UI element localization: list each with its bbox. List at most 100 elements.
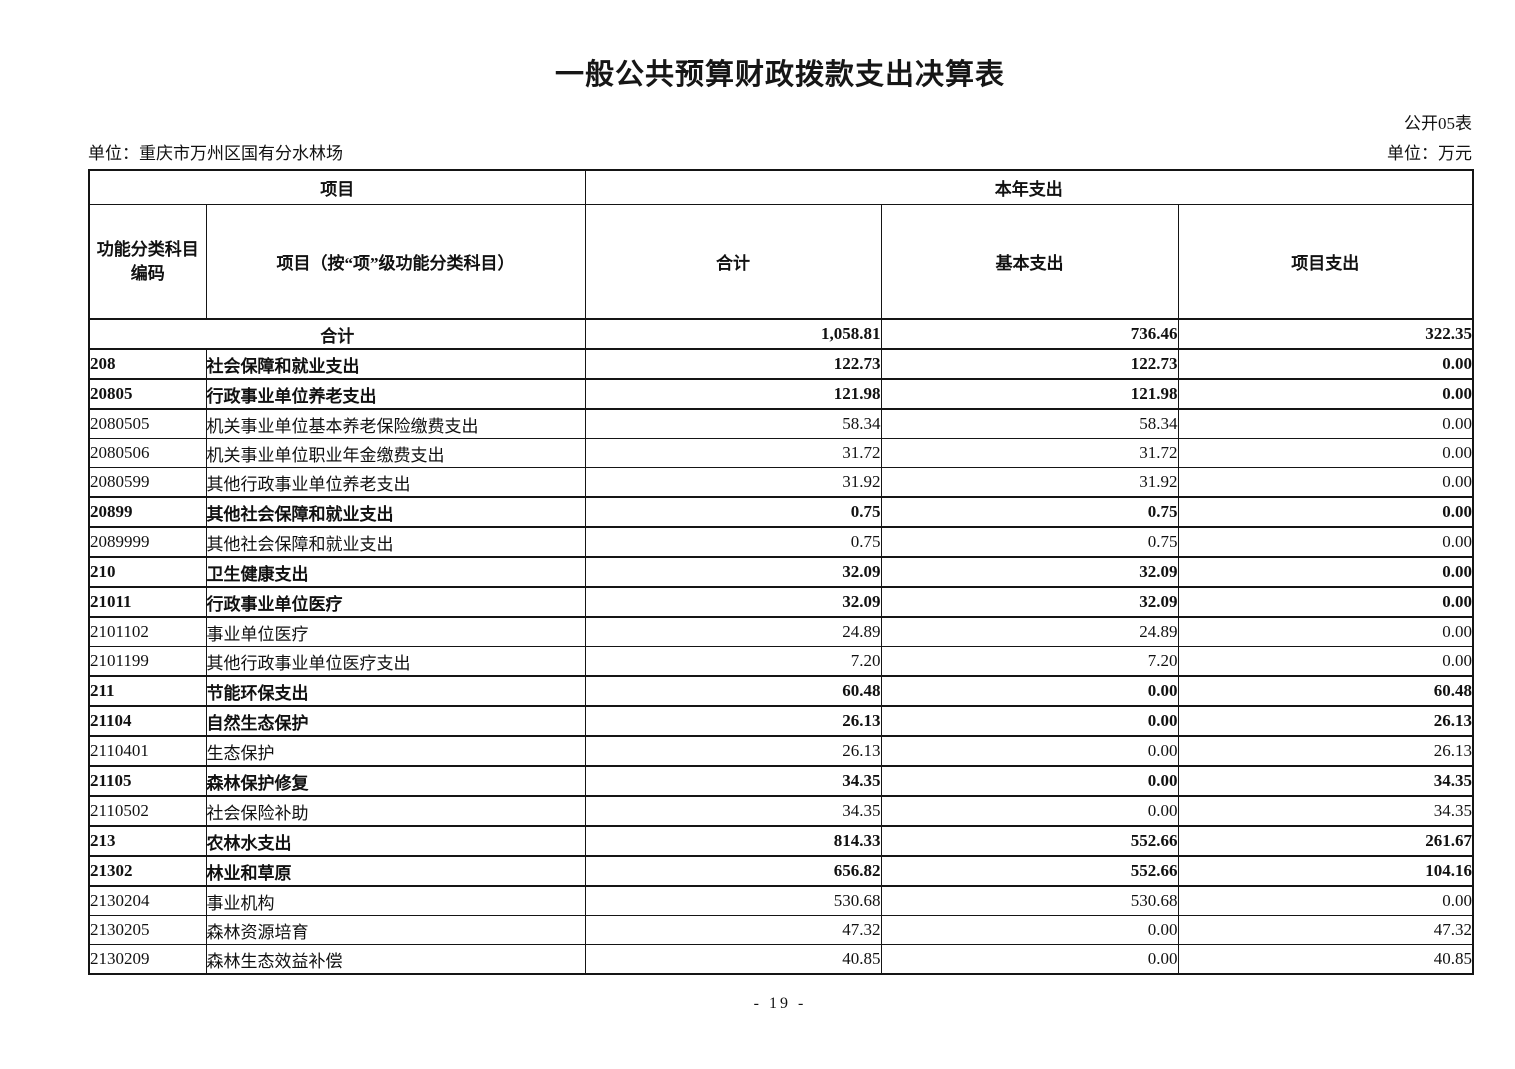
cell-total: 60.48: [584, 675, 882, 707]
cell-total: 34.35: [584, 765, 882, 797]
cell-total: 58.34: [584, 408, 882, 439]
table-row: 208 社会保障和就业支出 122.73 122.73 0.00: [88, 348, 1474, 380]
table-row: 2130204 事业机构 530.68 530.68 0.00: [88, 885, 1474, 916]
table-row: 21104 自然生态保护 26.13 0.00 26.13: [88, 705, 1474, 737]
table-row: 合计 1,058.81 736.46 322.35: [88, 318, 1474, 350]
cell-total: 0.75: [584, 496, 882, 528]
cell-total: 47.32: [584, 915, 882, 945]
cell-project-expenditure: 0.00: [1177, 467, 1474, 498]
cell-item: 其他社会保障和就业支出: [205, 526, 586, 558]
cell-item: 事业单位医疗: [205, 616, 586, 647]
cell-project-expenditure: 104.16: [1177, 855, 1474, 887]
table-row: 20805 行政事业单位养老支出 121.98 121.98 0.00: [88, 378, 1474, 410]
cell-item: 森林生态效益补偿: [205, 944, 586, 975]
cell-total: 121.98: [584, 378, 882, 410]
cell-basic-expenditure: 530.68: [880, 885, 1179, 916]
cell-item: 社会保障和就业支出: [205, 348, 586, 380]
table-row: 2080599 其他行政事业单位养老支出 31.92 31.92 0.00: [88, 467, 1474, 498]
cell-total: 26.13: [584, 735, 882, 767]
header-group-item: 项目: [88, 169, 586, 205]
cell-item: 农林水支出: [205, 825, 586, 857]
cell-basic-expenditure: 0.00: [880, 735, 1179, 767]
table-row: 20899 其他社会保障和就业支出 0.75 0.75 0.00: [88, 496, 1474, 528]
cell-function-code: 2080505: [88, 408, 207, 439]
header-group-current-year: 本年支出: [584, 169, 1474, 205]
cell-project-expenditure: 26.13: [1177, 735, 1474, 767]
table-row: 213 农林水支出 814.33 552.66 261.67: [88, 825, 1474, 857]
cell-project-expenditure: 26.13: [1177, 705, 1474, 737]
cell-item: 其他行政事业单位养老支出: [205, 467, 586, 498]
cell-item: 节能环保支出: [205, 675, 586, 707]
cell-item: 事业机构: [205, 885, 586, 916]
cell-function-code: 2101102: [88, 616, 207, 647]
table-number-label: 公开05表: [1404, 114, 1472, 133]
cell-project-expenditure: 47.32: [1177, 915, 1474, 945]
cell-total: 0.75: [584, 526, 882, 558]
cell-total: 40.85: [584, 944, 882, 975]
cell-project-expenditure: 0.00: [1177, 556, 1474, 588]
cell-item: 森林保护修复: [205, 765, 586, 797]
cell-function-code: 2101199: [88, 646, 207, 677]
header-col-total: 合计: [584, 204, 882, 320]
header-columns-row: 功能分类科目 编码 项目（按“项”级功能分类科目） 合计 基本支出 项目支出: [88, 204, 1474, 320]
table-row: 2110502 社会保险补助 34.35 0.00 34.35: [88, 795, 1474, 827]
unit-currency: 单位：万元: [1387, 144, 1472, 163]
cell-function-code: 2130204: [88, 885, 207, 916]
header-col-project-expenditure: 项目支出: [1177, 204, 1474, 320]
cell-basic-expenditure: 7.20: [880, 646, 1179, 677]
cell-item: 林业和草原: [205, 855, 586, 887]
cell-project-expenditure: 60.48: [1177, 675, 1474, 707]
cell-total: 656.82: [584, 855, 882, 887]
cell-basic-expenditure: 121.98: [880, 378, 1179, 410]
table-row: 210 卫生健康支出 32.09 32.09 0.00: [88, 556, 1474, 588]
cell-project-expenditure: 0.00: [1177, 438, 1474, 468]
cell-function-code: 2080599: [88, 467, 207, 498]
cell-basic-expenditure: 0.00: [880, 765, 1179, 797]
header-col-function-code: 功能分类科目 编码: [88, 204, 207, 320]
cell-function-code: 2080506: [88, 438, 207, 468]
cell-basic-expenditure: 58.34: [880, 408, 1179, 439]
header-col-item: 项目（按“项”级功能分类科目）: [205, 204, 586, 320]
cell-project-expenditure: 34.35: [1177, 765, 1474, 797]
cell-basic-expenditure: 31.92: [880, 467, 1179, 498]
cell-basic-expenditure: 0.00: [880, 795, 1179, 827]
page-title: 一般公共预算财政拨款支出决算表: [554, 59, 1005, 91]
meta-line: 单位：重庆市万州区国有分水林场 单位：万元: [88, 143, 1472, 164]
cell-basic-expenditure: 0.00: [880, 915, 1179, 945]
cell-function-code: 21011: [88, 586, 207, 618]
cell-project-expenditure: 0.00: [1177, 885, 1474, 916]
cell-function-code: 2110502: [88, 795, 207, 827]
cell-project-expenditure: 261.67: [1177, 825, 1474, 857]
cell-function-code: 2089999: [88, 526, 207, 558]
cell-total: 34.35: [584, 795, 882, 827]
cell-project-expenditure: 40.85: [1177, 944, 1474, 975]
cell-basic-expenditure: 122.73: [880, 348, 1179, 380]
cell-project-expenditure: 0.00: [1177, 526, 1474, 558]
cell-item: 机关事业单位基本养老保险缴费支出: [205, 408, 586, 439]
cell-basic-expenditure: 552.66: [880, 825, 1179, 857]
cell-function-code: 21302: [88, 855, 207, 887]
table-row: 21011 行政事业单位医疗 32.09 32.09 0.00: [88, 586, 1474, 618]
cell-project-expenditure: 0.00: [1177, 616, 1474, 647]
cell-function-code: 213: [88, 825, 207, 857]
table-row: 2101102 事业单位医疗 24.89 24.89 0.00: [88, 616, 1474, 647]
table-row: 2110401 生态保护 26.13 0.00 26.13: [88, 735, 1474, 767]
cell-project-expenditure: 0.00: [1177, 408, 1474, 439]
cell-total: 32.09: [584, 556, 882, 588]
cell-project-expenditure: 0.00: [1177, 646, 1474, 677]
cell-total: 1,058.81: [584, 318, 882, 350]
cell-item: 其他社会保障和就业支出: [205, 496, 586, 528]
header-col-function-code-line1: 功能分类科目: [96, 239, 199, 259]
cell-item: 卫生健康支出: [205, 556, 586, 588]
header-col-basic-expenditure: 基本支出: [880, 204, 1179, 320]
cell-total: 530.68: [584, 885, 882, 916]
cell-total: 26.13: [584, 705, 882, 737]
table-row: 211 节能环保支出 60.48 0.00 60.48: [88, 675, 1474, 707]
cell-function-code: 20805: [88, 378, 207, 410]
cell-basic-expenditure: 736.46: [880, 318, 1179, 350]
cell-function-code: 2130209: [88, 944, 207, 975]
table-row: 21105 森林保护修复 34.35 0.00 34.35: [88, 765, 1474, 797]
table-row: 2089999 其他社会保障和就业支出 0.75 0.75 0.00: [88, 526, 1474, 558]
document-page: 一般公共预算财政拨款支出决算表 公开05表 单位：重庆市万州区国有分水林场 单位…: [88, 0, 1475, 1013]
cell-item: 机关事业单位职业年金缴费支出: [205, 438, 586, 468]
